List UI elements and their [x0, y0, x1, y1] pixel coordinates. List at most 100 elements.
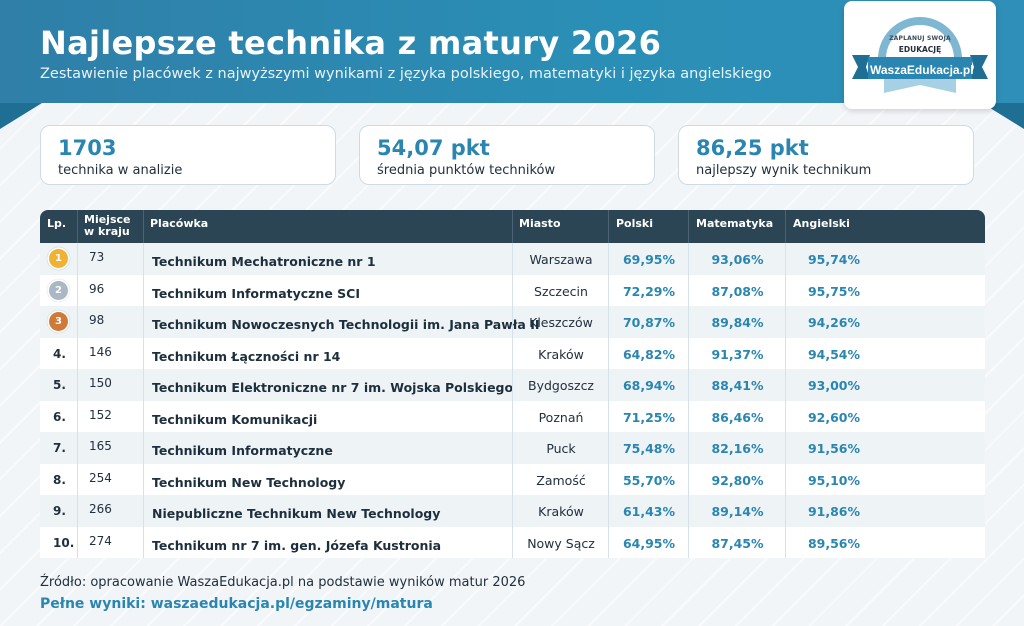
logo-emblem [852, 17, 988, 93]
cell-rank: 96 [77, 274, 143, 306]
table-row[interactable]: 9. 266 Niepubliczne Technikum New Technolo… [40, 495, 985, 527]
cell-english: 94,54% [785, 337, 985, 369]
table-row[interactable]: 3 98 Technikum Nowoczesnych Technologii im… [40, 306, 985, 338]
cell-city: Puck [512, 432, 608, 464]
column-header-school[interactable]: Placówka [143, 210, 512, 243]
position-number: 6. [53, 409, 66, 424]
polish-score: 69,95% [622, 252, 676, 267]
source-note: Źródło: opracowanie WaszaEdukacja.pl na … [40, 575, 526, 590]
cell-city: Kraków [512, 495, 608, 527]
polish-score: 75,48% [622, 441, 676, 456]
cell-english: 92,60% [785, 400, 985, 432]
cell-math: 92,80% [688, 463, 785, 495]
math-score: 82,16% [711, 441, 764, 456]
stat-label: średnia punktów techników [377, 163, 556, 178]
city-name: Kleszczów [529, 315, 593, 330]
cell-lp: 3 [40, 306, 77, 338]
national-rank: 165 [89, 439, 112, 453]
polish-score: 70,87% [622, 315, 676, 330]
national-rank: 274 [89, 533, 112, 548]
city-name: Szczecin [534, 283, 588, 299]
cell-polish: 68,94% [608, 369, 688, 401]
stat-card-analyzed: 1703 technika w analizie [40, 125, 336, 185]
table-header: Lp. Miejsce w kraju Placówka Miasto Pols… [40, 210, 985, 243]
english-score: 91,56% [807, 441, 861, 456]
english-score: 91,86% [807, 504, 861, 519]
national-rank: 152 [89, 407, 112, 422]
table-row[interactable]: 2 96 Technikum Informatyczne SCI Szczecin 72… [40, 274, 985, 307]
city-name: Warszawa [529, 252, 593, 267]
cell-polish: 75,48% [608, 432, 688, 464]
school-name: Technikum Nowoczesnych Technologii im. J… [152, 317, 540, 332]
header-corner-left [0, 103, 42, 129]
page-title: Najlepsze technika z matury 2026 [40, 24, 662, 62]
table-row[interactable]: 10. 274 Technikum nr 7 im. gen. Józefa Kus… [40, 526, 985, 559]
cell-city: Kraków [512, 337, 608, 369]
english-score: 94,54% [807, 346, 861, 362]
national-rank: 98 [89, 313, 105, 327]
cell-lp: 7. [40, 432, 77, 464]
english-score: 93,00% [807, 378, 861, 393]
cell-english: 95,10% [785, 463, 985, 495]
city-name: Nowy Sącz [527, 535, 595, 551]
cell-school: Technikum Nowoczesnych Technologii im. J… [143, 306, 540, 338]
table-row[interactable]: 4. 146 Technikum Łączności nr 14 Kraków 64,8… [40, 337, 985, 369]
column-header-rank[interactable]: Miejsce w kraju [77, 210, 143, 243]
cell-math: 86,46% [688, 400, 785, 432]
school-name: Technikum Elektroniczne nr 7 im. Wojska … [152, 380, 514, 395]
cell-rank: 150 [77, 369, 143, 401]
cell-lp: 2 [40, 275, 77, 307]
table-row[interactable]: 1 73 Technikum Mechatroniczne nr 1 Warszawa… [40, 243, 985, 275]
cell-lp: 9. [40, 495, 77, 527]
position-number: 4. [53, 346, 66, 361]
logo-tagline-mid: EDUKACJĘ [898, 45, 942, 54]
school-name: Technikum Informatyczne SCI [152, 285, 360, 301]
cell-lp: 1 [40, 243, 77, 275]
table-row[interactable]: 6. 152 Technikum Komunikacji Poznań 71,25% 86… [40, 400, 985, 432]
cell-math: 82,16% [688, 432, 785, 464]
brand-logo[interactable]: ZAPLANUJ SWOJĄ EDUKACJĘ WaszaEdukacja.pl [844, 1, 996, 109]
polish-score: 55,70% [622, 472, 676, 488]
cell-city: Warszawa [512, 243, 608, 275]
english-score: 94,26% [807, 315, 861, 330]
stat-label: najlepszy wynik technikum [696, 163, 872, 178]
cell-polish: 64,82% [608, 337, 688, 369]
cell-city: Zamość [512, 463, 608, 495]
table-row[interactable]: 8. 254 Technikum New Technology Zamość 55,70… [40, 463, 985, 495]
math-score: 93,06% [711, 252, 764, 267]
table-row[interactable]: 5. 150 Technikum Elektroniczne nr 7 im. Wo… [40, 369, 985, 401]
page-subtitle: Zestawienie placówek z najwyższymi wynik… [40, 66, 772, 82]
school-name: Technikum Informatyczne [152, 443, 333, 458]
column-header-city[interactable]: Miasto [512, 210, 608, 243]
math-score: 91,37% [711, 346, 764, 362]
column-header-polish[interactable]: Polski [608, 210, 688, 243]
full-results-link[interactable]: Pełne wyniki: waszaedukacja.pl/egzaminy/… [40, 596, 433, 612]
cell-math: 89,84% [688, 306, 785, 338]
national-rank: 150 [89, 376, 112, 390]
cell-school: Technikum Informatyczne [143, 432, 512, 464]
cell-rank: 146 [77, 337, 143, 369]
polish-score: 72,29% [622, 283, 676, 299]
position-number: 8. [53, 472, 66, 487]
cell-rank: 266 [77, 495, 143, 527]
position-number: 10. [53, 535, 75, 550]
cell-rank: 152 [77, 400, 143, 432]
cell-rank: 98 [77, 306, 143, 338]
cell-city: Nowy Sącz [512, 526, 608, 558]
cell-school: Technikum Komunikacji [143, 400, 512, 432]
polish-score: 71,25% [622, 409, 676, 425]
column-header-english[interactable]: Angielski [785, 210, 985, 243]
cell-school: Technikum Mechatroniczne nr 1 [143, 243, 512, 275]
table-row[interactable]: 7. 165 Technikum Informatyczne Puck 75,48% 82… [40, 432, 985, 464]
column-header-math[interactable]: Matematyka [688, 210, 785, 243]
cell-math: 88,41% [688, 369, 785, 401]
cell-lp: 10. [40, 527, 77, 559]
cell-polish: 64,95% [608, 526, 688, 558]
stat-value: 54,07 pkt [377, 136, 490, 160]
column-header-lp[interactable]: Lp. [47, 217, 67, 230]
cell-school: Technikum nr 7 im. gen. Józefa Kustronia [143, 526, 512, 558]
cell-school: Technikum Informatyczne SCI [143, 274, 512, 306]
national-rank: 73 [89, 250, 105, 264]
city-name: Kraków [538, 504, 584, 519]
national-rank: 254 [89, 470, 112, 485]
